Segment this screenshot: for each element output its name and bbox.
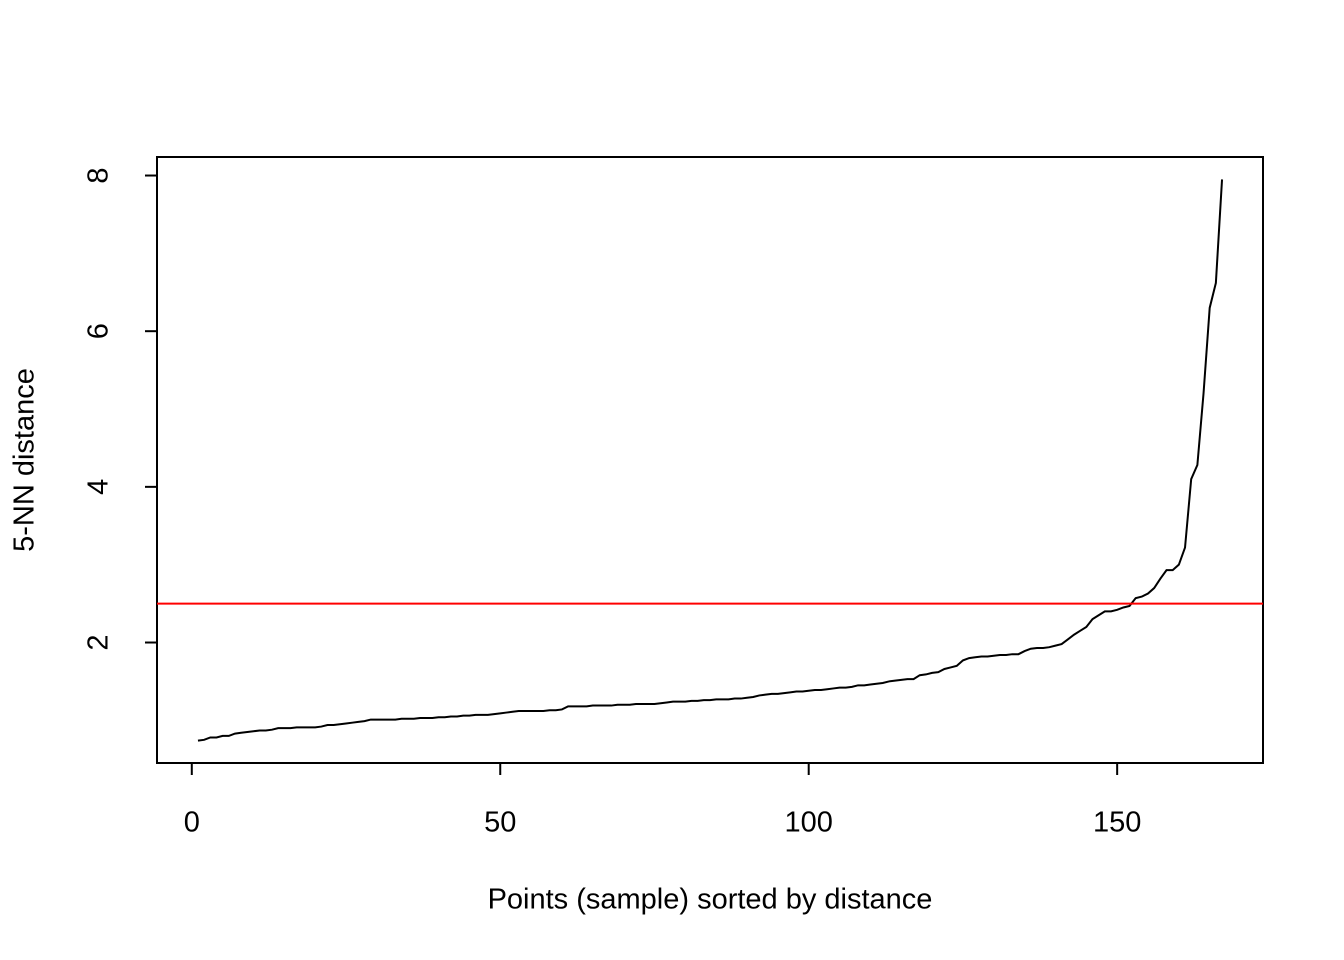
data-line (197, 179, 1224, 742)
y-axis-title: 5-NN distance (9, 368, 41, 552)
y-tick-label: 4 (83, 479, 115, 495)
x-axis-title: Points (sample) sorted by distance (488, 884, 933, 916)
plot-box (156, 156, 1264, 764)
x-tick-label: 50 (484, 807, 516, 839)
y-tick-label: 8 (83, 167, 115, 183)
x-tick-label: 0 (184, 807, 200, 839)
y-tick-label: 2 (83, 634, 115, 650)
x-tick-label: 150 (1093, 807, 1141, 839)
x-tick-label: 100 (785, 807, 833, 839)
y-tick-label: 6 (83, 323, 115, 339)
